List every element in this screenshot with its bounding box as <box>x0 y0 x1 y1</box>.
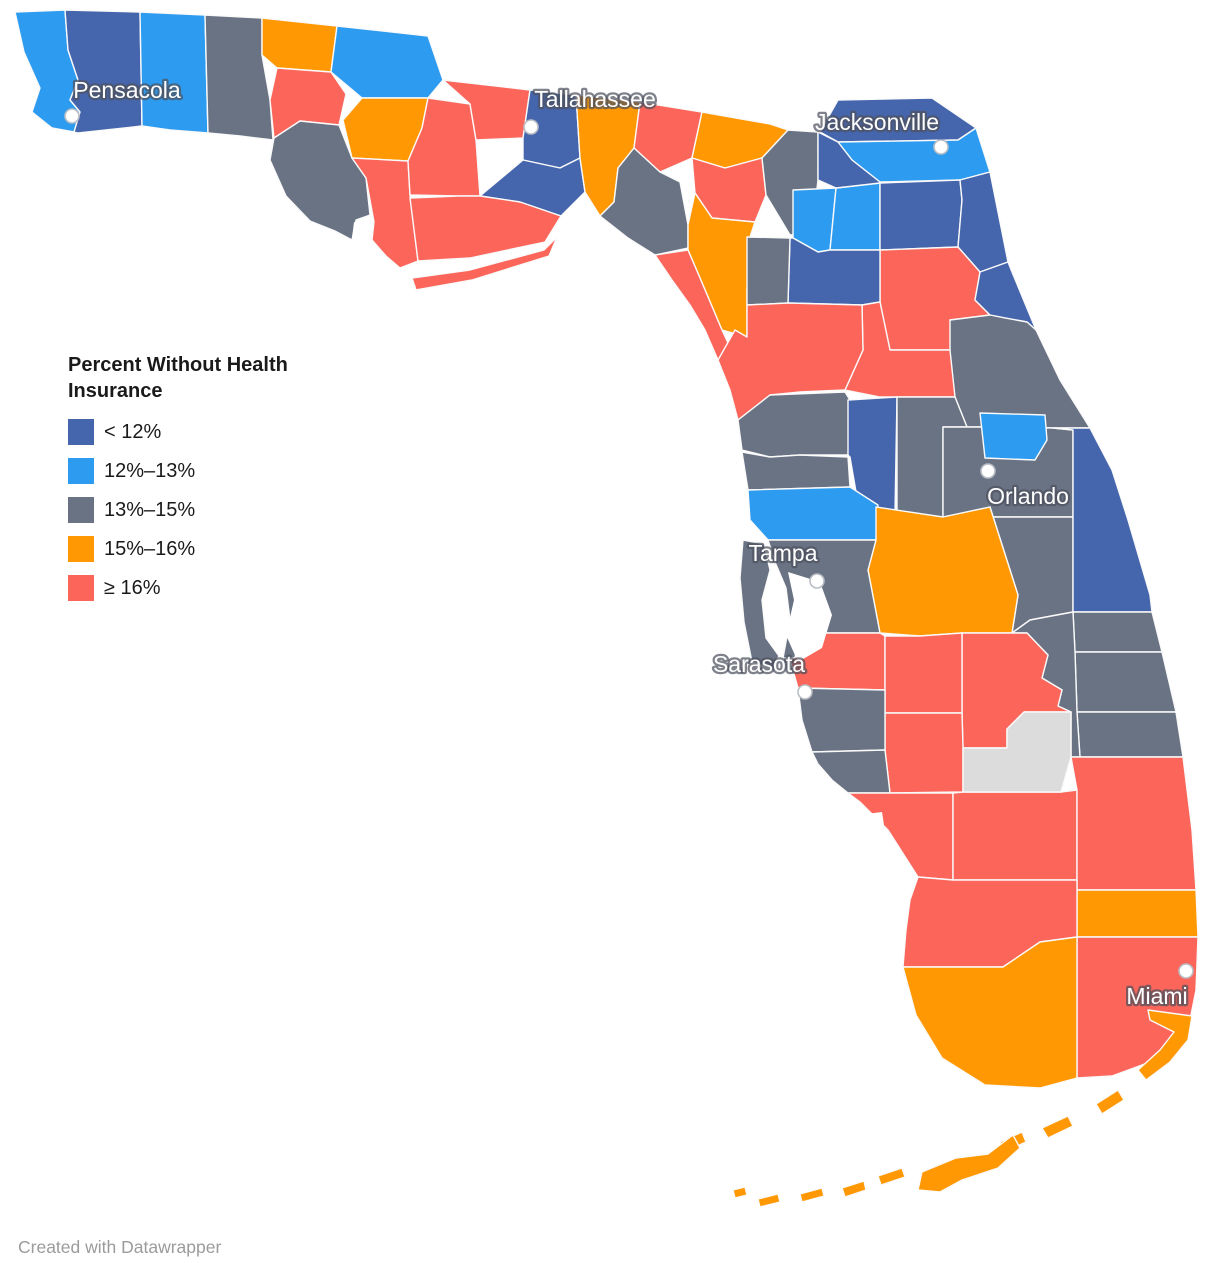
county-region[interactable] <box>1052 427 1153 613</box>
county-region[interactable] <box>867 506 1019 637</box>
county-region[interactable] <box>330 25 444 99</box>
county-region[interactable] <box>829 182 881 251</box>
city-label: Tampa <box>748 540 817 566</box>
county-region[interactable] <box>732 1186 748 1199</box>
county-region[interactable] <box>811 749 891 794</box>
counties-layer <box>14 9 1199 1208</box>
county-region[interactable] <box>1074 651 1177 713</box>
legend-row: 12%–13% <box>68 457 358 485</box>
city-marker <box>64 108 80 124</box>
county-region[interactable] <box>411 236 558 291</box>
legend-label: 13%–15% <box>104 498 196 521</box>
county-region[interactable] <box>409 195 562 262</box>
legend-label: 12%–13% <box>104 459 196 482</box>
county-region[interactable] <box>949 314 1091 429</box>
county-region[interactable] <box>1076 889 1199 938</box>
city-marker <box>1178 963 1194 979</box>
county-region[interactable] <box>1076 711 1184 758</box>
cities-layer: Pensacola Tallahassee Jacksonville Orlando T… <box>64 75 1194 1011</box>
county-region[interactable] <box>1137 1009 1193 1081</box>
county-region[interactable] <box>1095 1089 1125 1115</box>
legend-swatch <box>68 536 94 562</box>
legend-row: 13%–15% <box>68 496 358 524</box>
county-region[interactable] <box>442 79 531 141</box>
county-region[interactable] <box>877 1167 906 1186</box>
water-body <box>786 572 832 662</box>
water-body <box>858 812 886 842</box>
city-label: Sarasota <box>713 651 805 677</box>
legend-label: < 12% <box>104 420 162 443</box>
county-region[interactable] <box>599 147 689 256</box>
legend-row: 15%–16% <box>68 535 358 563</box>
city-marker <box>797 684 813 700</box>
legend-swatch <box>68 575 94 601</box>
county-region[interactable] <box>797 687 886 753</box>
county-region[interactable] <box>884 632 963 714</box>
legend-items: < 12% 12%–13% 13%–15% 15%–16% ≥ 16% <box>68 418 358 602</box>
city-label: Orlando <box>987 483 1069 509</box>
county-region[interactable] <box>1041 1115 1074 1139</box>
legend-swatch <box>68 419 94 445</box>
map-legend: Percent Without Health Insurance < 12% 12… <box>68 352 358 613</box>
legend-swatch <box>68 497 94 523</box>
city-marker <box>980 463 996 479</box>
legend-label: ≥ 16% <box>104 576 161 599</box>
water-body <box>352 222 372 254</box>
county-region[interactable] <box>917 1134 1021 1193</box>
legend-row: ≥ 16% <box>68 574 358 602</box>
county-region[interactable] <box>879 179 963 251</box>
water-layer <box>352 222 886 842</box>
legend-title: Percent Without Health Insurance <box>68 354 288 402</box>
city-marker <box>523 119 539 135</box>
county-region[interactable] <box>739 539 780 669</box>
city-label: Jacksonville <box>815 109 939 135</box>
legend-row: < 12% <box>68 418 358 446</box>
datawrapper-credit: Created with Datawrapper <box>18 1237 222 1257</box>
city-marker <box>933 139 949 155</box>
city-label: Miami <box>1126 983 1187 1009</box>
county-region[interactable] <box>139 11 209 134</box>
county-region[interactable] <box>841 1180 867 1198</box>
county-region[interactable] <box>884 712 964 794</box>
legend-label: 15%–16% <box>104 537 196 560</box>
city-label: Tallahassee <box>534 86 655 112</box>
county-region[interactable] <box>746 236 791 306</box>
county-region[interactable] <box>902 936 1078 1089</box>
county-region[interactable] <box>1070 756 1197 891</box>
legend-swatch <box>68 458 94 484</box>
county-region[interactable] <box>633 101 703 173</box>
city-label: Pensacola <box>73 77 181 103</box>
county-region[interactable] <box>1072 611 1163 653</box>
county-region[interactable] <box>269 120 371 241</box>
county-region[interactable] <box>799 1187 825 1203</box>
county-region[interactable] <box>962 711 1072 793</box>
county-region[interactable] <box>757 1193 781 1208</box>
county-region[interactable] <box>741 451 851 491</box>
city-marker <box>809 573 825 589</box>
county-region[interactable] <box>261 17 338 73</box>
county-region[interactable] <box>952 789 1078 881</box>
county-region[interactable] <box>979 412 1048 461</box>
county-region[interactable] <box>747 486 879 541</box>
